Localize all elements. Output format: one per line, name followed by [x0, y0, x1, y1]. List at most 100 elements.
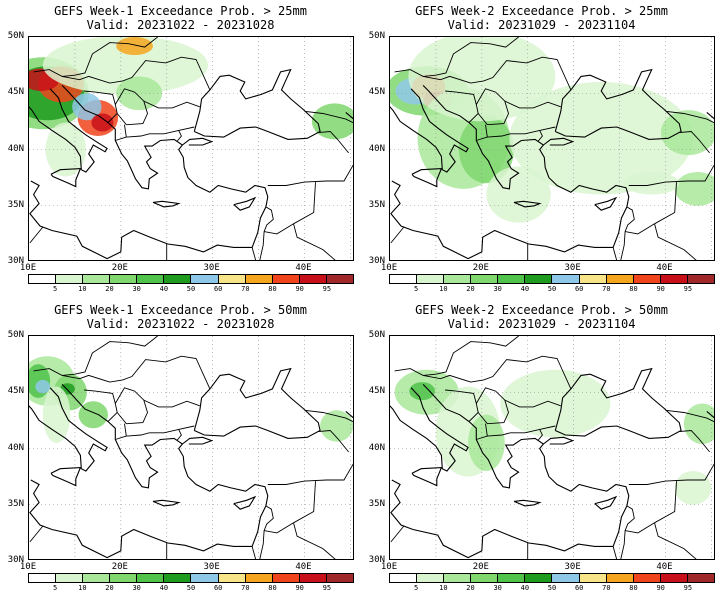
coastlines	[29, 367, 353, 559]
coastline	[594, 495, 618, 510]
country-border	[476, 423, 488, 440]
latitude-label: 40N	[7, 442, 24, 453]
colorbar-swatch	[272, 275, 300, 283]
colorbar-swatch	[660, 275, 688, 283]
country-border	[62, 355, 211, 390]
colorbar-label: 30	[493, 584, 502, 592]
colorbar-label: 20	[466, 285, 475, 293]
panel-valid-dates: Valid: 20231022 - 20231028	[86, 317, 275, 331]
colorbar-label: 5	[414, 285, 419, 293]
coastline	[411, 467, 443, 487]
colorbar-swatch	[245, 574, 273, 582]
coastline	[706, 111, 714, 120]
latitude-label: 30N	[7, 256, 24, 266]
country-border	[29, 226, 44, 244]
latitude-label: 45N	[7, 386, 24, 397]
colorbar-swatch	[390, 275, 418, 283]
colorbar-swatch	[137, 275, 165, 283]
latitude-label: 45N	[368, 386, 385, 397]
coastline	[29, 387, 108, 472]
probability-area	[674, 471, 712, 505]
country-border	[628, 463, 714, 485]
colorbar-label: 50	[186, 584, 196, 592]
country-border	[625, 481, 677, 534]
country-border	[475, 88, 509, 126]
probability-area	[311, 103, 353, 140]
panel-title: GEFS Week-1 Exceedance Prob. > 25mm	[54, 4, 307, 18]
colorbar-label: 95	[322, 584, 332, 592]
colorbar-swatch	[191, 574, 219, 582]
colorbar-swatch	[56, 574, 84, 582]
coastline	[182, 137, 214, 146]
coastline	[390, 387, 469, 472]
coastline	[345, 111, 353, 120]
coastline	[390, 180, 614, 260]
map-panel-4: GEFS Week-2 Exceedance Prob. > 50mm Valid…	[361, 299, 722, 598]
coastline	[152, 200, 181, 208]
colorbar-swatch	[552, 574, 580, 582]
longitude-label: 20E	[472, 562, 489, 572]
probability-area	[509, 82, 694, 195]
country-border	[29, 525, 44, 543]
country-border	[679, 430, 710, 453]
coastline	[554, 68, 682, 140]
probability-area	[624, 172, 680, 195]
colorbar-swatch	[687, 275, 714, 283]
country-borders	[29, 37, 353, 260]
colorbar-swatch	[552, 275, 580, 283]
latitude-label: 30N	[368, 555, 385, 565]
country-border	[487, 126, 556, 138]
probability-area	[78, 401, 108, 429]
colorbar-label: 90	[656, 285, 665, 293]
colorbar	[389, 573, 715, 583]
panel-valid-dates: Valid: 20231029 - 20231104	[447, 18, 636, 32]
colorbar-swatch	[417, 275, 445, 283]
coastline	[513, 200, 542, 208]
country-border	[304, 110, 353, 124]
longitude-label: 40E	[656, 562, 673, 572]
colorbar-swatch	[525, 275, 553, 283]
country-border	[115, 124, 127, 141]
colorbar-label: 95	[683, 584, 693, 592]
colorbar-label: 95	[322, 285, 332, 293]
country-border	[84, 389, 118, 422]
latitude-label: 40N	[7, 143, 24, 154]
country-border	[487, 425, 556, 437]
latitude-label: 45N	[368, 87, 385, 98]
colorbar-swatch	[498, 574, 526, 582]
colorbar-swatch	[83, 275, 111, 283]
colorbar-swatch	[687, 574, 714, 582]
colorbar-swatch	[29, 574, 57, 582]
coastline	[182, 436, 214, 445]
longitude-label: 20E	[111, 562, 128, 572]
probability-map	[390, 336, 714, 559]
country-border	[114, 387, 148, 425]
map-panel-1: GEFS Week-1 Exceedance Prob. > 25mm Valid…	[0, 0, 361, 299]
colorbar-label: 10	[439, 584, 448, 592]
country-border	[537, 429, 543, 441]
colorbar-swatch	[83, 574, 111, 582]
country-border	[293, 223, 336, 260]
colorbar-label: 40	[520, 285, 530, 293]
longitude-label: 40E	[295, 562, 312, 572]
map-plot-area	[389, 36, 715, 261]
colorbar-label: 10	[78, 285, 87, 293]
country-border	[628, 164, 714, 186]
colorbar-swatch	[164, 275, 192, 283]
longitude-label: 20E	[111, 263, 128, 273]
coastline	[422, 85, 630, 248]
map-panel-3: GEFS Week-1 Exceedance Prob. > 50mm Valid…	[0, 299, 361, 598]
probability-map	[29, 336, 353, 559]
colorbar-swatch	[110, 275, 138, 283]
country-border	[654, 522, 697, 559]
colorbar-label: 80	[629, 285, 638, 293]
colorbar-swatch	[417, 574, 445, 582]
colorbar-label: 70	[602, 285, 611, 293]
probability-area	[116, 37, 153, 55]
longitude-label: 20E	[472, 263, 489, 273]
colorbar-swatch	[579, 574, 607, 582]
colorbar-swatch	[29, 275, 57, 283]
colorbar-swatch	[633, 275, 661, 283]
colorbar-swatch	[606, 574, 634, 582]
coastline	[513, 499, 542, 507]
